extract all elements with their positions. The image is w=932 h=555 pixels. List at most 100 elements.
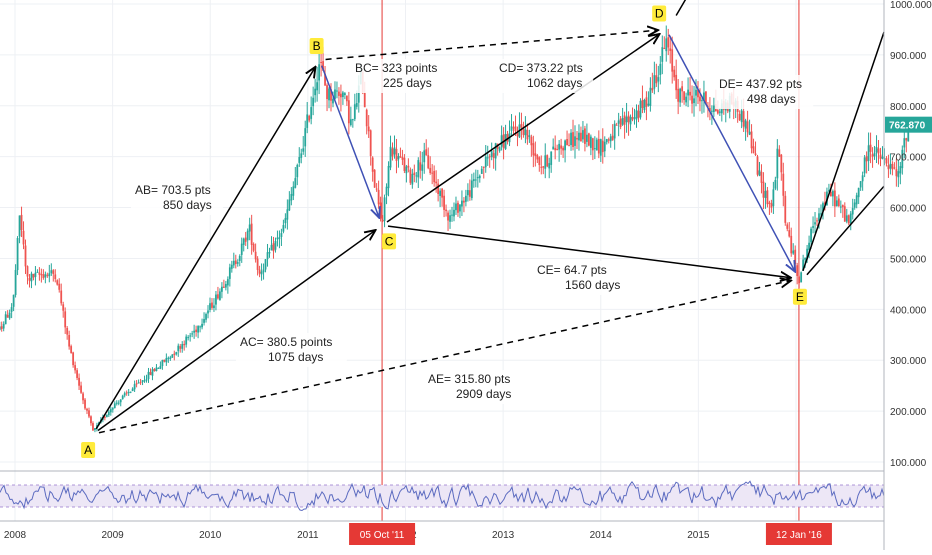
candle-body xyxy=(520,123,523,128)
candle-body xyxy=(691,95,693,104)
candle-body xyxy=(841,204,844,208)
candle-body xyxy=(334,89,336,99)
candle-body xyxy=(379,202,382,219)
candle-body xyxy=(609,136,612,142)
candle-body xyxy=(60,290,63,304)
candle-body xyxy=(828,190,830,192)
x-tick-label: 2015 xyxy=(687,530,710,541)
candle-body xyxy=(514,126,517,131)
candle-body xyxy=(26,266,29,277)
line-bc xyxy=(321,65,380,218)
candle-body xyxy=(772,189,775,207)
candle-body xyxy=(480,168,483,174)
candle-body xyxy=(16,238,19,271)
candle-body xyxy=(466,190,469,196)
candle-body xyxy=(498,147,501,151)
candle-body xyxy=(593,148,596,150)
candle-body xyxy=(171,354,174,358)
candle-body xyxy=(157,367,160,369)
candle-body xyxy=(375,188,378,190)
candle-body xyxy=(42,274,45,278)
candle-body xyxy=(66,327,69,335)
x-tick-label: 2011 xyxy=(297,530,319,541)
candle-body xyxy=(4,314,7,325)
candle-body xyxy=(441,188,443,198)
candle-body xyxy=(52,270,55,274)
candle-body xyxy=(226,279,229,286)
candle-body xyxy=(127,392,130,394)
candle-body xyxy=(260,271,263,275)
candle-body xyxy=(119,399,122,403)
candle-body xyxy=(546,155,549,167)
candle-body xyxy=(407,165,410,168)
candle-body xyxy=(252,243,255,251)
candle-body xyxy=(806,248,808,260)
candle-body xyxy=(139,382,142,384)
candle-body xyxy=(907,125,910,142)
annotation-text-ab: AB= 703.5 pts xyxy=(135,183,211,197)
candle-body xyxy=(629,116,632,125)
candle-body xyxy=(633,117,636,119)
candle-body xyxy=(681,86,684,92)
y-tick-label: 200.000 xyxy=(890,407,927,418)
candle-body xyxy=(312,97,315,107)
candle-body xyxy=(447,212,449,221)
candle-body xyxy=(159,365,162,369)
candle-body xyxy=(349,119,352,125)
candle-body xyxy=(38,272,41,275)
candle-body xyxy=(875,147,878,153)
candle-body xyxy=(415,175,418,177)
candle-body xyxy=(177,345,180,352)
candle-body xyxy=(510,126,513,131)
candle-body xyxy=(859,181,862,188)
candle-body xyxy=(304,128,307,147)
candle-body xyxy=(673,69,676,78)
candle-body xyxy=(607,139,610,141)
candle-body xyxy=(409,169,412,183)
annotation-box-ce xyxy=(533,261,619,295)
candle-body xyxy=(264,259,267,270)
annotation-text-bc: 225 days xyxy=(383,76,432,90)
candle-body xyxy=(558,143,561,150)
candle-body xyxy=(345,95,348,102)
candle-body xyxy=(173,353,176,355)
candle-body xyxy=(423,150,426,163)
candle-body xyxy=(58,283,61,290)
y-tick-label: 300.000 xyxy=(890,356,927,367)
candle-body xyxy=(316,82,319,91)
candle-body xyxy=(211,302,213,308)
candle-body xyxy=(342,92,344,98)
candle-body xyxy=(332,98,334,104)
annotation-box-de xyxy=(715,75,814,109)
pivot-label-d: D xyxy=(655,6,664,20)
candle-body xyxy=(796,265,799,277)
candle-body xyxy=(369,130,372,157)
candle-body xyxy=(353,104,356,120)
candle-body xyxy=(6,314,9,318)
candle-body xyxy=(145,379,148,381)
x-tick-label: 2013 xyxy=(492,530,515,541)
candle-body xyxy=(710,110,713,112)
y-tick-label: 700.000 xyxy=(890,153,927,164)
candle-body xyxy=(552,146,555,150)
candle-body xyxy=(738,113,741,121)
candle-body xyxy=(744,120,747,129)
candle-body xyxy=(891,163,894,170)
candle-body xyxy=(449,215,451,222)
candle-body xyxy=(845,215,848,222)
candle-body xyxy=(470,180,473,199)
candle-body xyxy=(179,346,182,349)
candle-body xyxy=(425,149,428,156)
candle-body xyxy=(343,93,346,96)
line-ae xyxy=(98,281,791,434)
candle-body xyxy=(617,120,620,124)
candle-body xyxy=(365,109,368,127)
candle-body xyxy=(141,380,144,382)
candle-body xyxy=(570,132,572,146)
candle-body xyxy=(476,177,479,179)
candle-body xyxy=(191,333,194,335)
annotation-text-ae: 2909 days xyxy=(456,387,511,401)
candle-body xyxy=(330,89,332,101)
annotation-text-ac: 1075 days xyxy=(268,350,323,364)
candle-body xyxy=(149,372,152,375)
